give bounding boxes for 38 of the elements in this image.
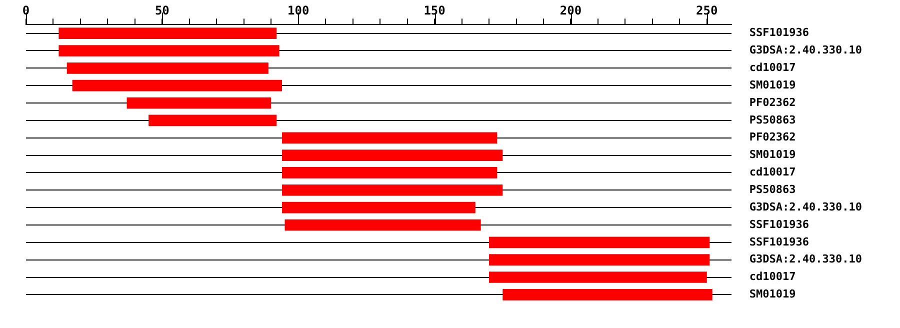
bar xyxy=(489,272,707,283)
bar xyxy=(58,45,280,56)
bar xyxy=(489,236,710,248)
bar xyxy=(72,80,282,92)
x-tick-label: 100 xyxy=(288,4,310,18)
bar xyxy=(66,62,268,74)
x-tick-label: 150 xyxy=(424,4,446,18)
x-tick-label: 0 xyxy=(22,4,30,18)
x-tick-label: 200 xyxy=(560,4,582,18)
bar xyxy=(282,202,476,214)
bar xyxy=(126,97,272,109)
y-tick-label: PF02362 xyxy=(749,130,796,144)
bar xyxy=(58,28,277,39)
bar xyxy=(282,167,498,178)
y-tick-label: SSF101936 xyxy=(749,218,810,231)
x-tick-label: 50 xyxy=(154,4,170,18)
bar xyxy=(282,184,503,196)
y-tick-label: G3DSA:2.40.330.10 xyxy=(749,252,862,266)
bar xyxy=(148,114,277,126)
y-tick-label: PS50863 xyxy=(749,113,796,126)
y-tick-label: G3DSA:2.40.330.10 xyxy=(749,44,862,57)
x-tick-label: 250 xyxy=(696,4,718,18)
y-tick-label: SSF101936 xyxy=(749,235,810,248)
y-tick-label: SSF101936 xyxy=(749,26,810,40)
y-tick-label: PF02362 xyxy=(749,96,796,109)
y-tick-label: SM01019 xyxy=(749,148,796,162)
y-tick-label: cd10017 xyxy=(749,166,796,179)
y-tick-label: G3DSA:2.40.330.10 xyxy=(749,200,862,214)
bar xyxy=(282,132,498,144)
y-tick-label: PS50863 xyxy=(749,182,796,196)
y-tick-label: cd10017 xyxy=(749,270,796,284)
bar xyxy=(284,219,481,231)
bar xyxy=(489,254,710,266)
y-tick-label: SM01019 xyxy=(749,288,796,301)
y-tick-label: cd10017 xyxy=(749,61,796,74)
bar xyxy=(282,150,503,161)
y-tick-label: SM01019 xyxy=(749,78,796,92)
bar xyxy=(502,289,712,300)
